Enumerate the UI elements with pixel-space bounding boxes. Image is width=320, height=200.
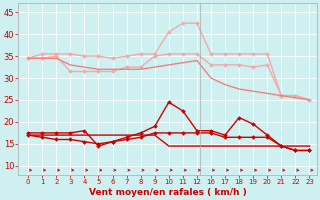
X-axis label: Vent moyen/en rafales ( km/h ): Vent moyen/en rafales ( km/h ) (89, 188, 246, 197)
